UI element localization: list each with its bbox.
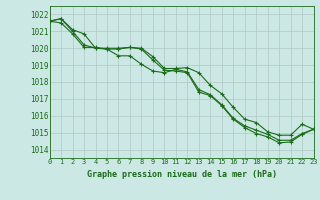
X-axis label: Graphe pression niveau de la mer (hPa): Graphe pression niveau de la mer (hPa) — [87, 170, 276, 179]
